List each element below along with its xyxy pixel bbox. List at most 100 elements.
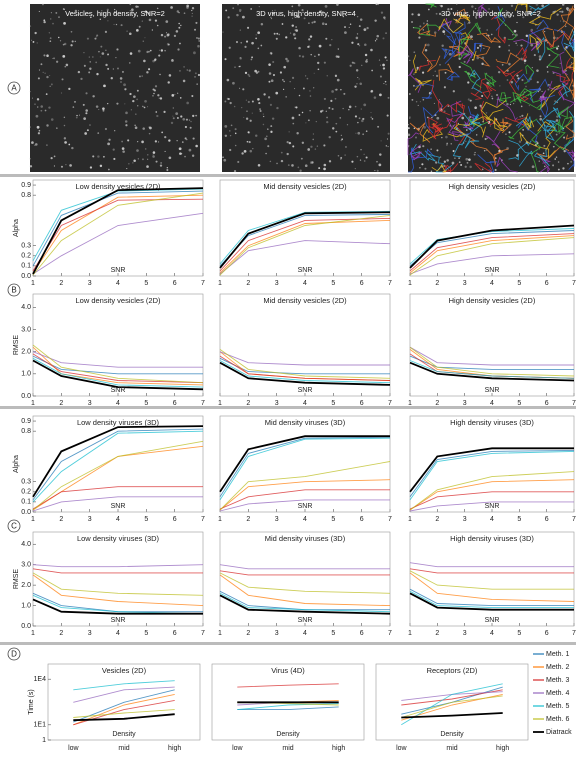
image-speckle <box>224 58 226 60</box>
x-tick-label: 7 <box>572 516 576 523</box>
y-tick-label: 2.0 <box>21 348 31 355</box>
image-speckle <box>107 54 109 56</box>
image-speckle <box>244 46 246 48</box>
image-speckle <box>30 165 32 167</box>
image-speckle <box>446 144 447 145</box>
image-speckle <box>411 13 413 15</box>
image-speckle <box>513 103 514 104</box>
x-tick-label: 5 <box>517 280 521 287</box>
image-speckle <box>116 24 117 25</box>
image-speckle <box>376 35 379 38</box>
image-speckle <box>100 19 101 20</box>
image-speckle <box>310 35 312 37</box>
image-speckle <box>328 107 330 109</box>
image-speckle <box>29 126 31 128</box>
x-tick-label: 6 <box>173 630 177 637</box>
chart-title: Mid density vesicles (2D) <box>263 296 347 305</box>
image-speckle <box>357 16 358 17</box>
y-tick-label: 0.8 <box>21 428 31 435</box>
image-speckle <box>228 16 230 18</box>
image-speckle <box>159 98 160 99</box>
x-tick-label: mid <box>446 745 457 752</box>
image-speckle <box>343 93 345 95</box>
image-speckle <box>302 142 304 144</box>
image-speckle <box>547 66 549 68</box>
image-speckle <box>53 57 55 59</box>
image-speckle <box>452 162 455 165</box>
image-speckle <box>270 125 272 127</box>
y-axis-label: Alpha <box>13 219 20 237</box>
image-speckle <box>314 56 315 57</box>
image-speckle <box>440 5 442 7</box>
image-speckle <box>271 18 272 19</box>
image-speckle <box>267 145 269 147</box>
x-tick-label: 1 <box>218 280 222 287</box>
image-speckle <box>416 101 417 102</box>
x-tick-label: 3 <box>88 400 92 407</box>
x-tick-label: 7 <box>388 400 392 407</box>
image-speckle <box>411 21 413 23</box>
image-speckle <box>326 117 328 119</box>
image-speckle <box>178 23 180 25</box>
image-speckle <box>123 83 126 86</box>
image-speckle <box>292 123 294 125</box>
image-speckle <box>189 120 190 121</box>
legend-label: Meth. 4 <box>546 690 569 697</box>
image-speckle <box>152 155 155 158</box>
image-speckle <box>98 51 100 53</box>
x-tick-label: low <box>68 745 79 752</box>
image-speckle <box>456 3 457 4</box>
image-speckle <box>224 101 226 103</box>
image-speckle <box>60 40 61 41</box>
image-speckle <box>108 169 110 171</box>
image-speckle <box>472 88 473 89</box>
x-tick-label: 7 <box>201 630 205 637</box>
image-speckle <box>374 170 375 171</box>
image-speckle <box>329 44 331 46</box>
image-speckle <box>155 85 157 87</box>
x-tick-label: 1 <box>408 280 412 287</box>
image-speckle <box>135 126 138 129</box>
image-speckle <box>286 153 288 155</box>
image-speckle <box>539 160 540 161</box>
image-speckle <box>356 83 357 84</box>
image-speckle <box>467 81 469 83</box>
image-speckle <box>446 143 448 145</box>
image-speckle <box>537 81 539 83</box>
x-tick-label: 4 <box>490 630 494 637</box>
image-speckle <box>225 9 227 11</box>
x-tick-label: mid <box>118 745 129 752</box>
image-speckle <box>74 101 76 103</box>
image-speckle <box>258 71 260 73</box>
y-tick-label: 0.3 <box>21 479 31 486</box>
image-speckle <box>64 117 65 118</box>
image-speckle <box>173 107 174 108</box>
image-speckle <box>553 146 555 148</box>
image-speckle <box>565 26 567 28</box>
y-tick-label: 0.1 <box>21 263 31 270</box>
image-speckle <box>543 145 545 147</box>
image-speckle <box>280 71 282 73</box>
image-speckle <box>121 141 123 143</box>
image-speckle <box>467 23 468 24</box>
x-tick-label: 7 <box>201 280 205 287</box>
image-speckle <box>251 59 253 61</box>
image-speckle <box>474 154 476 156</box>
image-speckle <box>359 83 362 86</box>
image-speckle <box>154 58 156 60</box>
image-speckle <box>230 135 231 136</box>
image-speckle <box>177 117 179 119</box>
x-tick-label: 5 <box>331 280 335 287</box>
x-tick-label: 4 <box>303 516 307 523</box>
image-speckle <box>229 130 231 132</box>
image-speckle <box>564 150 566 152</box>
image-speckle <box>560 20 561 21</box>
image-caption: Vesicles, high density, SNR=2 <box>65 9 165 18</box>
image-speckle <box>322 110 324 112</box>
image-speckle <box>194 29 196 31</box>
image-speckle <box>539 118 542 121</box>
image-speckle <box>366 27 368 29</box>
image-speckle <box>131 109 132 110</box>
image-speckle <box>234 170 236 172</box>
image-speckle <box>169 156 172 159</box>
